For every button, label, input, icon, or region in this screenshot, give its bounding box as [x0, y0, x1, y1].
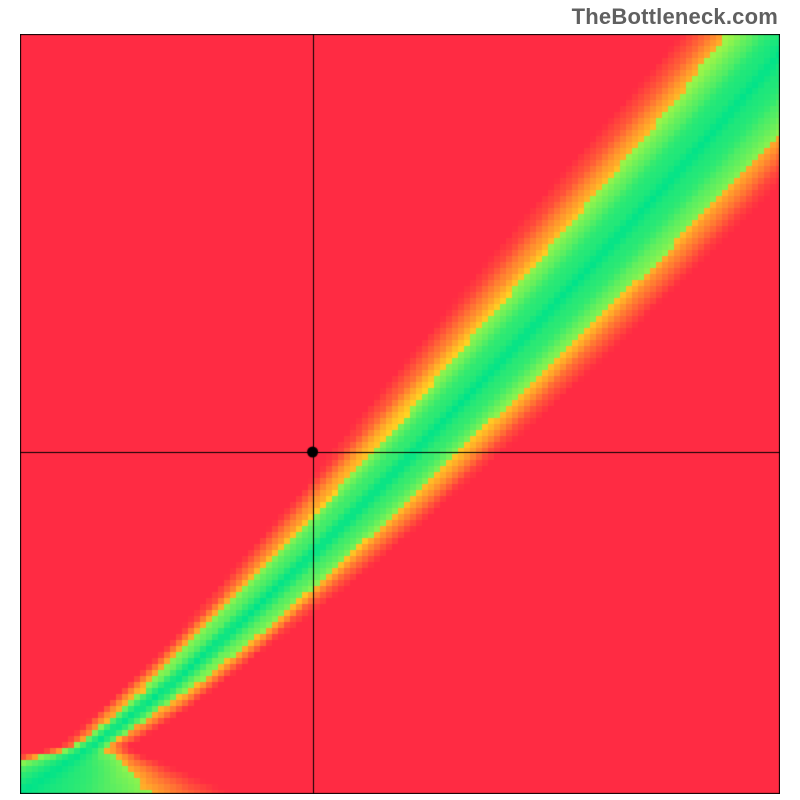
watermark-text: TheBottleneck.com: [572, 4, 778, 30]
bottleneck-heatmap: [20, 34, 780, 794]
heatmap-canvas: [20, 34, 780, 794]
